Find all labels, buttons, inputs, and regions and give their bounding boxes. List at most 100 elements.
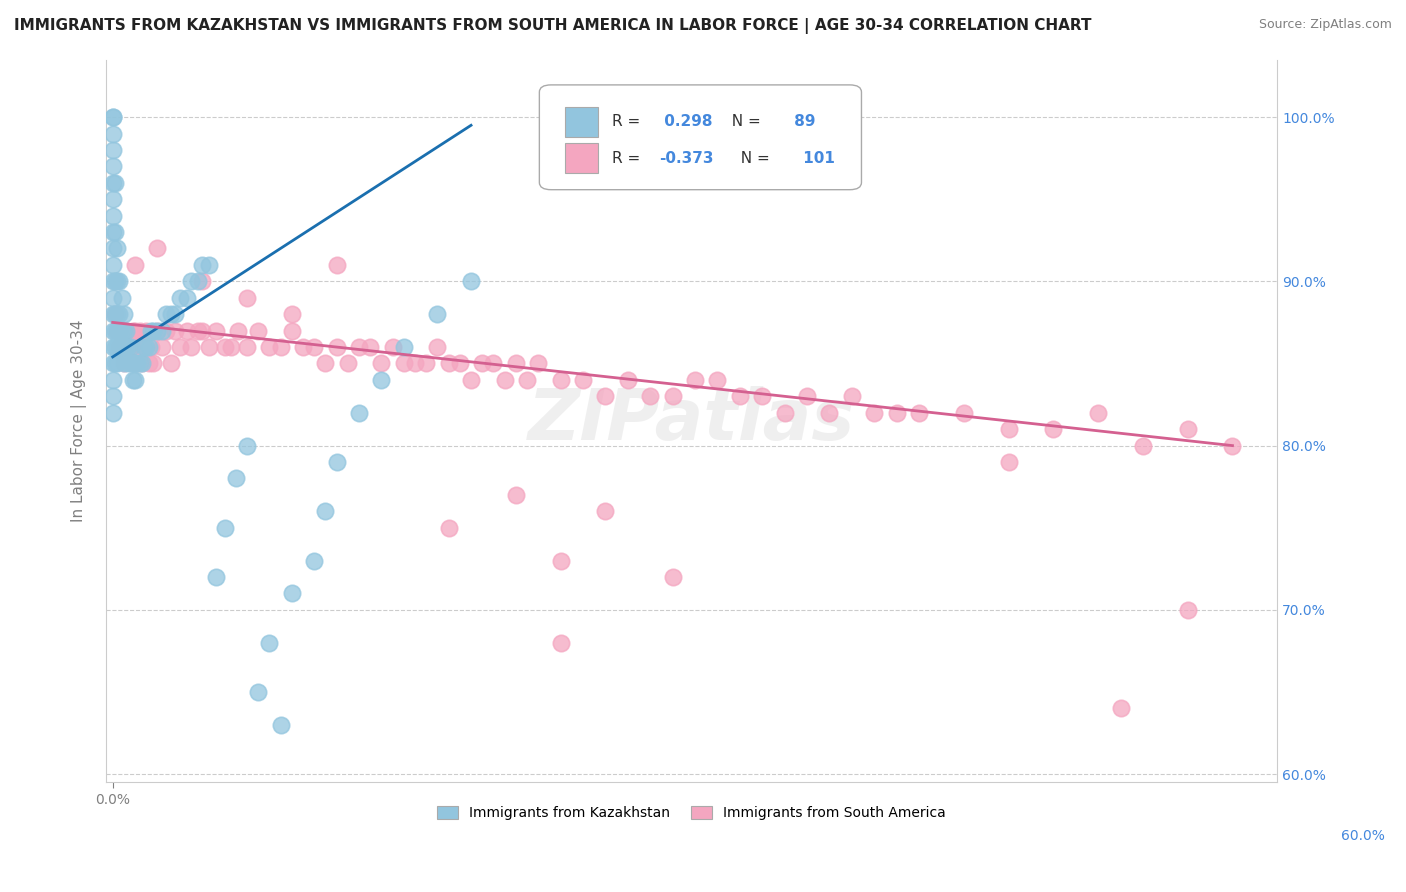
Point bbox=[169, 291, 191, 305]
Point bbox=[426, 340, 449, 354]
Point bbox=[281, 586, 304, 600]
Point bbox=[128, 324, 150, 338]
Point bbox=[105, 242, 128, 256]
Point bbox=[214, 521, 236, 535]
Point bbox=[142, 324, 165, 338]
FancyBboxPatch shape bbox=[540, 85, 862, 190]
Point bbox=[204, 324, 226, 338]
Point bbox=[112, 307, 135, 321]
Point bbox=[150, 340, 173, 354]
Point bbox=[270, 718, 292, 732]
Point bbox=[176, 324, 198, 338]
Point bbox=[112, 356, 135, 370]
Point bbox=[1109, 701, 1132, 715]
Point bbox=[661, 389, 683, 403]
Point bbox=[146, 324, 169, 338]
Point bbox=[198, 258, 221, 272]
Point bbox=[101, 176, 124, 190]
Point bbox=[437, 356, 460, 370]
Point bbox=[132, 340, 155, 354]
Text: 89: 89 bbox=[789, 114, 815, 129]
Text: R =: R = bbox=[612, 114, 645, 129]
Point bbox=[863, 406, 886, 420]
Point bbox=[370, 356, 392, 370]
Point bbox=[572, 373, 595, 387]
Point bbox=[198, 340, 221, 354]
Text: -0.373: -0.373 bbox=[659, 151, 713, 166]
Point bbox=[437, 521, 460, 535]
Point bbox=[101, 406, 124, 420]
Point bbox=[117, 340, 139, 354]
Point bbox=[101, 307, 124, 321]
Point bbox=[146, 324, 169, 338]
Point bbox=[108, 340, 131, 354]
Point bbox=[142, 356, 165, 370]
FancyBboxPatch shape bbox=[565, 107, 598, 137]
Point bbox=[155, 324, 177, 338]
Text: ZIPatlas: ZIPatlas bbox=[527, 386, 855, 456]
Point bbox=[101, 225, 124, 239]
Point bbox=[101, 274, 124, 288]
Point bbox=[1087, 406, 1109, 420]
Point bbox=[101, 160, 124, 174]
Point bbox=[661, 570, 683, 584]
Point bbox=[115, 324, 138, 338]
Point bbox=[449, 356, 471, 370]
Text: Source: ZipAtlas.com: Source: ZipAtlas.com bbox=[1258, 18, 1392, 31]
Text: R =: R = bbox=[612, 151, 645, 166]
Point bbox=[104, 356, 127, 370]
Point bbox=[104, 307, 127, 321]
Point bbox=[841, 389, 863, 403]
Point bbox=[101, 192, 124, 206]
Point bbox=[226, 324, 249, 338]
Point bbox=[124, 373, 146, 387]
Y-axis label: In Labor Force | Age 30-34: In Labor Force | Age 30-34 bbox=[72, 319, 87, 522]
Point bbox=[325, 258, 347, 272]
Point bbox=[112, 324, 135, 338]
Point bbox=[550, 373, 572, 387]
Point bbox=[127, 340, 149, 354]
Point bbox=[187, 274, 209, 288]
Point bbox=[117, 340, 139, 354]
Point bbox=[191, 274, 214, 288]
Point bbox=[111, 340, 134, 354]
Point bbox=[108, 340, 131, 354]
Point bbox=[404, 356, 426, 370]
Point bbox=[101, 356, 124, 370]
Point bbox=[104, 225, 127, 239]
Point bbox=[105, 356, 128, 370]
Point bbox=[494, 373, 516, 387]
Point bbox=[135, 324, 157, 338]
Point bbox=[191, 258, 214, 272]
Point bbox=[1042, 422, 1064, 436]
Point bbox=[471, 356, 494, 370]
Point bbox=[325, 455, 347, 469]
Point bbox=[415, 356, 437, 370]
Point bbox=[617, 373, 640, 387]
Point bbox=[165, 324, 187, 338]
Point bbox=[121, 373, 143, 387]
Point bbox=[1222, 439, 1244, 453]
Point bbox=[281, 307, 304, 321]
Point bbox=[236, 340, 259, 354]
Point bbox=[236, 439, 259, 453]
Point bbox=[131, 356, 153, 370]
Point bbox=[482, 356, 505, 370]
Text: 0.298: 0.298 bbox=[659, 114, 713, 129]
Point bbox=[104, 340, 127, 354]
Point bbox=[818, 406, 841, 420]
Point bbox=[105, 307, 128, 321]
Point bbox=[112, 340, 135, 354]
Text: N =: N = bbox=[723, 114, 766, 129]
Point bbox=[101, 258, 124, 272]
Point bbox=[139, 340, 162, 354]
Point bbox=[138, 340, 160, 354]
Legend: Immigrants from Kazakhstan, Immigrants from South America: Immigrants from Kazakhstan, Immigrants f… bbox=[432, 801, 952, 826]
Point bbox=[111, 340, 134, 354]
Point bbox=[120, 356, 142, 370]
Point bbox=[105, 340, 128, 354]
Point bbox=[304, 340, 326, 354]
Point bbox=[347, 340, 370, 354]
Point bbox=[120, 340, 142, 354]
Point bbox=[169, 340, 191, 354]
